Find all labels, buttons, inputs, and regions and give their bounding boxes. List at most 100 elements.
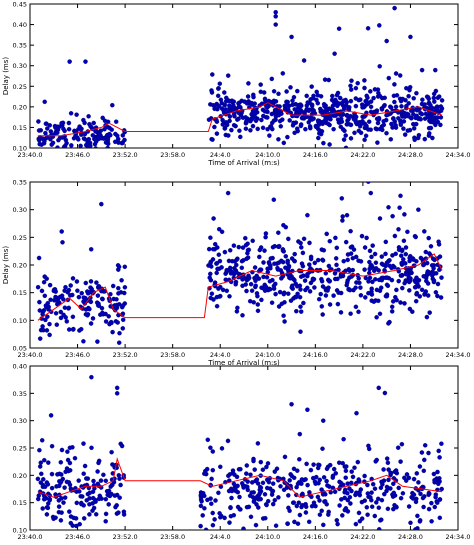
data-point xyxy=(217,294,222,299)
data-point xyxy=(62,485,67,490)
data-point xyxy=(340,218,345,223)
data-point xyxy=(362,267,367,272)
data-point xyxy=(210,137,215,142)
data-point xyxy=(326,263,332,269)
data-point xyxy=(214,131,220,136)
data-point xyxy=(398,495,404,501)
data-point xyxy=(254,502,259,507)
data-point xyxy=(416,480,421,485)
data-point xyxy=(278,484,283,489)
data-point xyxy=(396,485,401,491)
data-point xyxy=(401,126,406,131)
data-point xyxy=(340,214,345,219)
data-point xyxy=(100,115,105,121)
data-point xyxy=(341,106,347,112)
data-point xyxy=(411,476,417,482)
data-point xyxy=(370,481,376,487)
x-tick-label: 24:34.0 xyxy=(446,533,471,541)
data-point xyxy=(81,339,86,344)
data-point xyxy=(348,83,353,89)
data-point xyxy=(369,254,374,260)
data-point xyxy=(269,120,275,126)
data-point xyxy=(61,144,67,148)
data-point xyxy=(320,284,326,289)
data-point xyxy=(368,190,374,196)
data-point xyxy=(95,293,101,298)
data-point xyxy=(103,319,109,324)
data-point xyxy=(110,102,115,108)
data-point xyxy=(368,89,373,94)
x-tick-label: 23:58.0 xyxy=(160,151,185,159)
x-tick-label: 24:28.0 xyxy=(398,533,423,541)
data-point xyxy=(304,93,309,99)
data-point xyxy=(321,475,327,480)
data-point xyxy=(396,116,401,121)
data-point xyxy=(325,121,331,127)
data-point xyxy=(39,438,45,443)
data-point xyxy=(51,288,57,294)
data-point xyxy=(103,478,109,484)
data-point xyxy=(81,117,86,123)
data-point xyxy=(399,441,405,447)
data-point xyxy=(435,106,440,112)
data-point xyxy=(391,93,397,99)
data-point xyxy=(431,471,437,477)
data-point xyxy=(56,483,62,489)
data-point xyxy=(374,315,379,320)
data-point xyxy=(384,38,389,44)
data-point xyxy=(402,301,407,306)
data-point xyxy=(244,119,249,124)
data-point xyxy=(242,534,246,538)
data-point xyxy=(257,247,263,253)
data-point xyxy=(107,131,112,137)
data-point xyxy=(298,274,304,279)
data-point xyxy=(47,321,52,327)
data-point xyxy=(300,250,306,256)
data-point xyxy=(377,23,382,28)
data-point xyxy=(350,474,356,480)
data-point xyxy=(68,111,74,116)
data-point xyxy=(236,104,242,109)
data-point xyxy=(438,122,443,128)
data-point xyxy=(244,101,250,106)
data-point xyxy=(370,279,375,285)
data-point xyxy=(50,514,56,520)
data-point xyxy=(67,293,73,298)
data-point xyxy=(414,292,419,297)
data-point xyxy=(382,491,387,497)
data-point xyxy=(375,140,380,145)
data-point xyxy=(39,288,45,294)
data-point xyxy=(367,259,372,265)
data-point xyxy=(262,492,268,497)
data-point xyxy=(396,278,401,284)
data-point xyxy=(426,506,432,512)
data-point xyxy=(287,478,292,483)
data-point xyxy=(297,431,303,437)
data-point xyxy=(286,493,291,498)
x-tick-label: 24:16.0 xyxy=(303,351,328,359)
data-point xyxy=(65,457,71,463)
data-point xyxy=(209,264,214,269)
data-point xyxy=(437,254,443,259)
data-point xyxy=(300,491,305,497)
data-point xyxy=(295,88,300,94)
data-point xyxy=(435,115,440,120)
data-point xyxy=(305,271,310,277)
data-point xyxy=(96,284,102,289)
data-point xyxy=(214,270,219,276)
data-point xyxy=(45,126,50,131)
data-point xyxy=(415,513,420,519)
data-point xyxy=(372,513,378,519)
data-point xyxy=(311,93,316,99)
data-point xyxy=(327,279,332,284)
data-point xyxy=(412,137,417,143)
chart-panel-2: 23:40.0 23:46.0 23:52.0 23:58.0 24:4.0 24:10.… xyxy=(2,179,470,368)
data-point xyxy=(249,117,255,122)
data-point xyxy=(103,140,109,145)
data-point xyxy=(408,34,413,40)
data-point xyxy=(42,99,47,105)
data-point xyxy=(266,479,272,485)
data-point xyxy=(362,245,368,250)
data-point xyxy=(426,269,432,275)
data-point xyxy=(243,242,249,248)
